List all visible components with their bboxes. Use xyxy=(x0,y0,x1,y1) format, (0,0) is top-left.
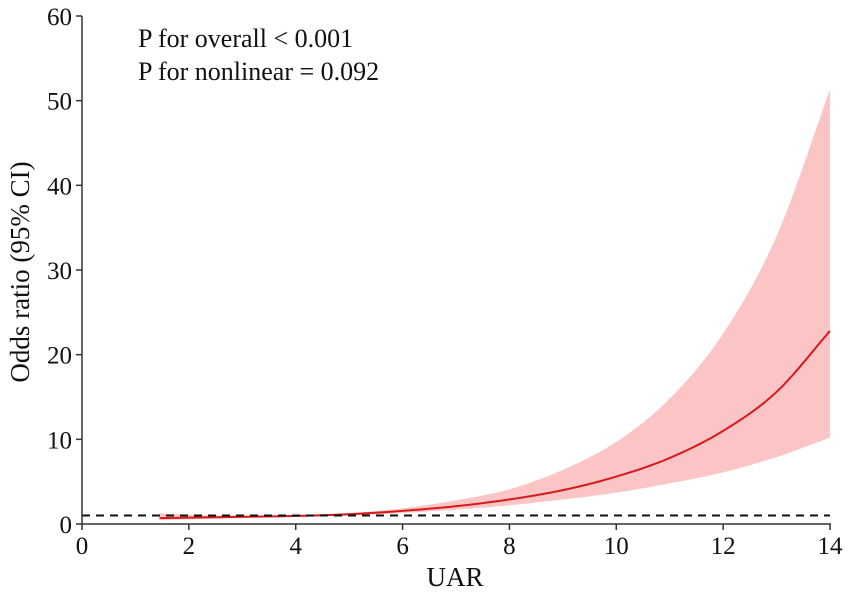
x-tick-label-2: 2 xyxy=(183,533,196,560)
x-tick-label-6: 6 xyxy=(396,533,409,560)
x-tick-label-14: 14 xyxy=(818,533,844,560)
y-tick-label-30: 30 xyxy=(47,258,72,285)
y-tick-label-40: 40 xyxy=(47,173,72,200)
confidence-band-layer xyxy=(159,89,831,521)
x-axis-title: UAR xyxy=(426,562,483,592)
y-tick-label-10: 10 xyxy=(47,427,72,454)
x-tick-label-10: 10 xyxy=(604,533,629,560)
confidence-band-0 xyxy=(159,89,831,521)
x-tick-label-8: 8 xyxy=(503,533,516,560)
x-tick-label-4: 4 xyxy=(289,533,302,560)
y-tick-label-0: 0 xyxy=(60,512,73,539)
curve-layer xyxy=(82,330,831,520)
y-tick-label-20: 20 xyxy=(47,343,72,370)
y-tick-label-50: 50 xyxy=(47,89,72,116)
x-tick-label-0: 0 xyxy=(76,533,89,560)
x-tick-label-12: 12 xyxy=(711,533,736,560)
annotation-nonlinear-p: P for nonlinear = 0.092 xyxy=(138,57,379,86)
axes-layer: 0 2 4 6 8 10 12 14 0 10 20 30 40 50 60 xyxy=(47,4,843,560)
y-tick-label-60: 60 xyxy=(47,4,72,31)
annotation-overall-p: P for overall < 0.001 xyxy=(138,24,353,53)
y-axis-title: Odds ratio (95% CI) xyxy=(5,161,35,382)
